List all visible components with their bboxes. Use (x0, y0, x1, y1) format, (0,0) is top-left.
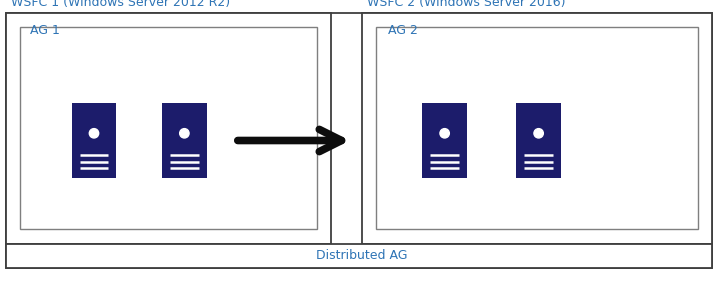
Circle shape (534, 129, 544, 138)
Bar (376, 27, 698, 229)
Bar (6, 244, 712, 268)
Bar (422, 103, 467, 178)
Bar (516, 103, 561, 178)
Circle shape (90, 129, 98, 138)
Circle shape (179, 129, 189, 138)
Bar (6, 13, 331, 244)
Circle shape (440, 129, 450, 138)
Bar (20, 27, 317, 229)
Text: AG 2: AG 2 (388, 24, 417, 37)
Text: WSFC 1 (Windows Server 2012 R2): WSFC 1 (Windows Server 2012 R2) (11, 0, 230, 9)
Bar (362, 13, 712, 244)
Text: Distributed AG: Distributed AG (316, 249, 407, 262)
Bar (162, 103, 207, 178)
Text: WSFC 2 (Windows Server 2016): WSFC 2 (Windows Server 2016) (367, 0, 565, 9)
Bar (72, 103, 116, 178)
Text: AG 1: AG 1 (30, 24, 60, 37)
